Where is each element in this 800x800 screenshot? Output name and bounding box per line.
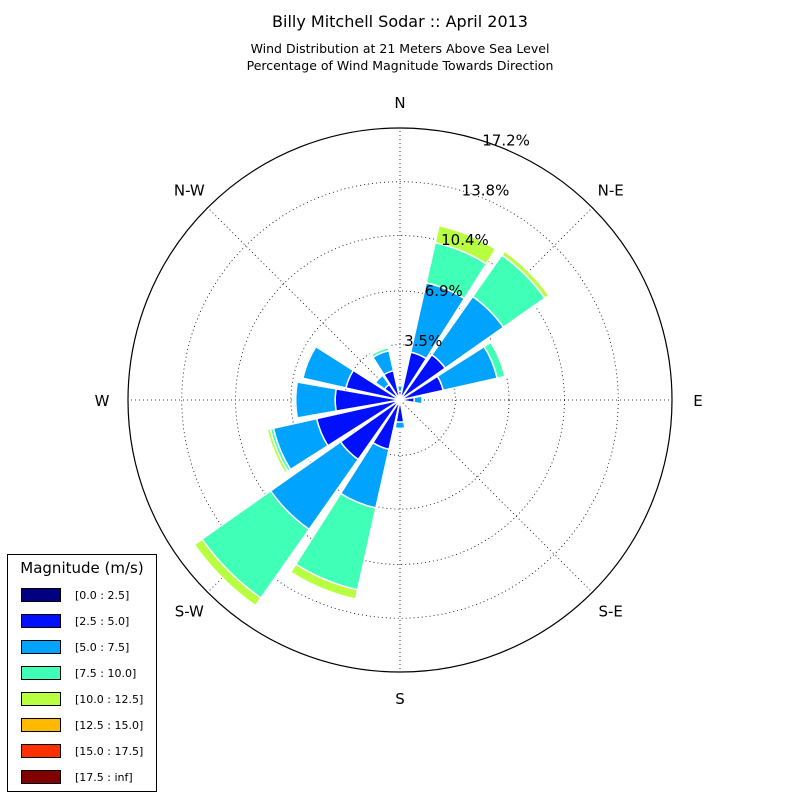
legend-item: [15.0 : 17.5] [21,743,143,759]
radial-tick-label: 17.2% [482,132,530,150]
radial-tick-label: 6.9% [425,282,463,300]
chart-title: Billy Mitchell Sodar :: April 2013 [272,12,528,31]
legend-item: [7.5 : 10.0] [21,665,136,681]
legend-label: [17.5 : inf] [75,770,133,784]
wind-bar-nne-bin-4 [434,224,497,265]
radial-tick-label: 13.8% [462,181,510,199]
legend-swatch [21,692,61,706]
legend-swatch [21,588,61,602]
wind-bar-w-bin-3 [293,380,299,420]
wind-bar-w-bin-2 [294,381,337,419]
polar-labels: 3.5% 6.9% 10.4% 13.8% 17.2% N N-E E S-E S S-W W N-W [95,94,703,708]
wind-bar-ne-bin-4 [500,250,550,300]
radial-tick-label: 10.4% [441,231,489,249]
wind-bar-ssw-bin-4 [289,563,359,600]
legend-label: [5.0 : 7.5] [75,640,130,654]
legend-swatch [21,614,61,628]
legend-label: [12.5 : 15.0] [75,718,144,732]
legend: Magnitude (m/s) [0.0 : 2.5] [2.5 : 5.0] [5… [7,554,157,792]
radial-gridcircle [344,344,456,456]
wind-bar-nw-bin-2 [374,374,391,391]
radial-tick-label: 3.5% [404,332,442,350]
direction-label-n-w: N-W [174,181,205,199]
chart-subtitle-line-1: Wind Distribution at 21 Meters Above Sea… [250,41,550,56]
legend-swatch [21,640,61,654]
direction-label-s-w: S-W [175,603,204,621]
legend-label: [7.5 : 10.0] [75,666,137,680]
wind-bar-s-bin-2 [394,420,406,430]
legend-title: Magnitude (m/s) [20,559,144,577]
legend-label: [2.5 : 5.0] [75,614,130,628]
wind-bar-wsw-bin-4 [266,428,289,474]
legend-label: [15.0 : 17.5] [75,744,144,758]
direction-label-n: N [394,94,405,112]
legend-item: [10.0 : 12.5] [21,691,143,707]
legend-item: [17.5 : inf] [21,769,133,785]
radial-gridcircle [290,290,510,510]
legend-swatch [21,744,61,758]
legend-label: [10.0 : 12.5] [75,692,144,706]
wind-bar-n-bin-3 [396,383,404,387]
wind-bar-wnw-bin-4 [298,343,316,379]
legend-item: [0.0 : 2.5] [21,587,129,603]
wind-rose-bars [193,224,550,607]
legend-item: [5.0 : 7.5] [21,639,129,655]
legend-label: [0.0 : 2.5] [75,588,130,602]
chart-subtitle-line-2: Percentage of Wind Magnitude Towards Dir… [246,58,554,73]
direction-label-e: E [693,392,702,410]
direction-label-w: W [95,392,110,410]
wind-bar-e-bin-2 [413,395,423,405]
wind-bar-nnw-bin-5 [368,343,389,355]
direction-label-s-e: S-E [599,603,623,621]
legend-item: [12.5 : 15.0] [21,717,143,733]
wind-bar-ene-bin-4 [489,340,508,378]
legend-item: [2.5 : 5.0] [21,613,129,629]
radial-gridcircle [235,235,565,565]
radial-gridcircle [181,181,619,619]
direction-label-n-e: N-E [598,181,624,199]
wind-bar-sw-bin-4 [193,538,262,607]
radial-gridline [207,207,401,401]
radial-gridline [399,399,593,593]
legend-swatch [21,718,61,732]
legend-swatch [21,666,61,680]
polar-frame [127,127,673,673]
legend-swatch [21,770,61,784]
direction-label-s: S [395,690,405,708]
